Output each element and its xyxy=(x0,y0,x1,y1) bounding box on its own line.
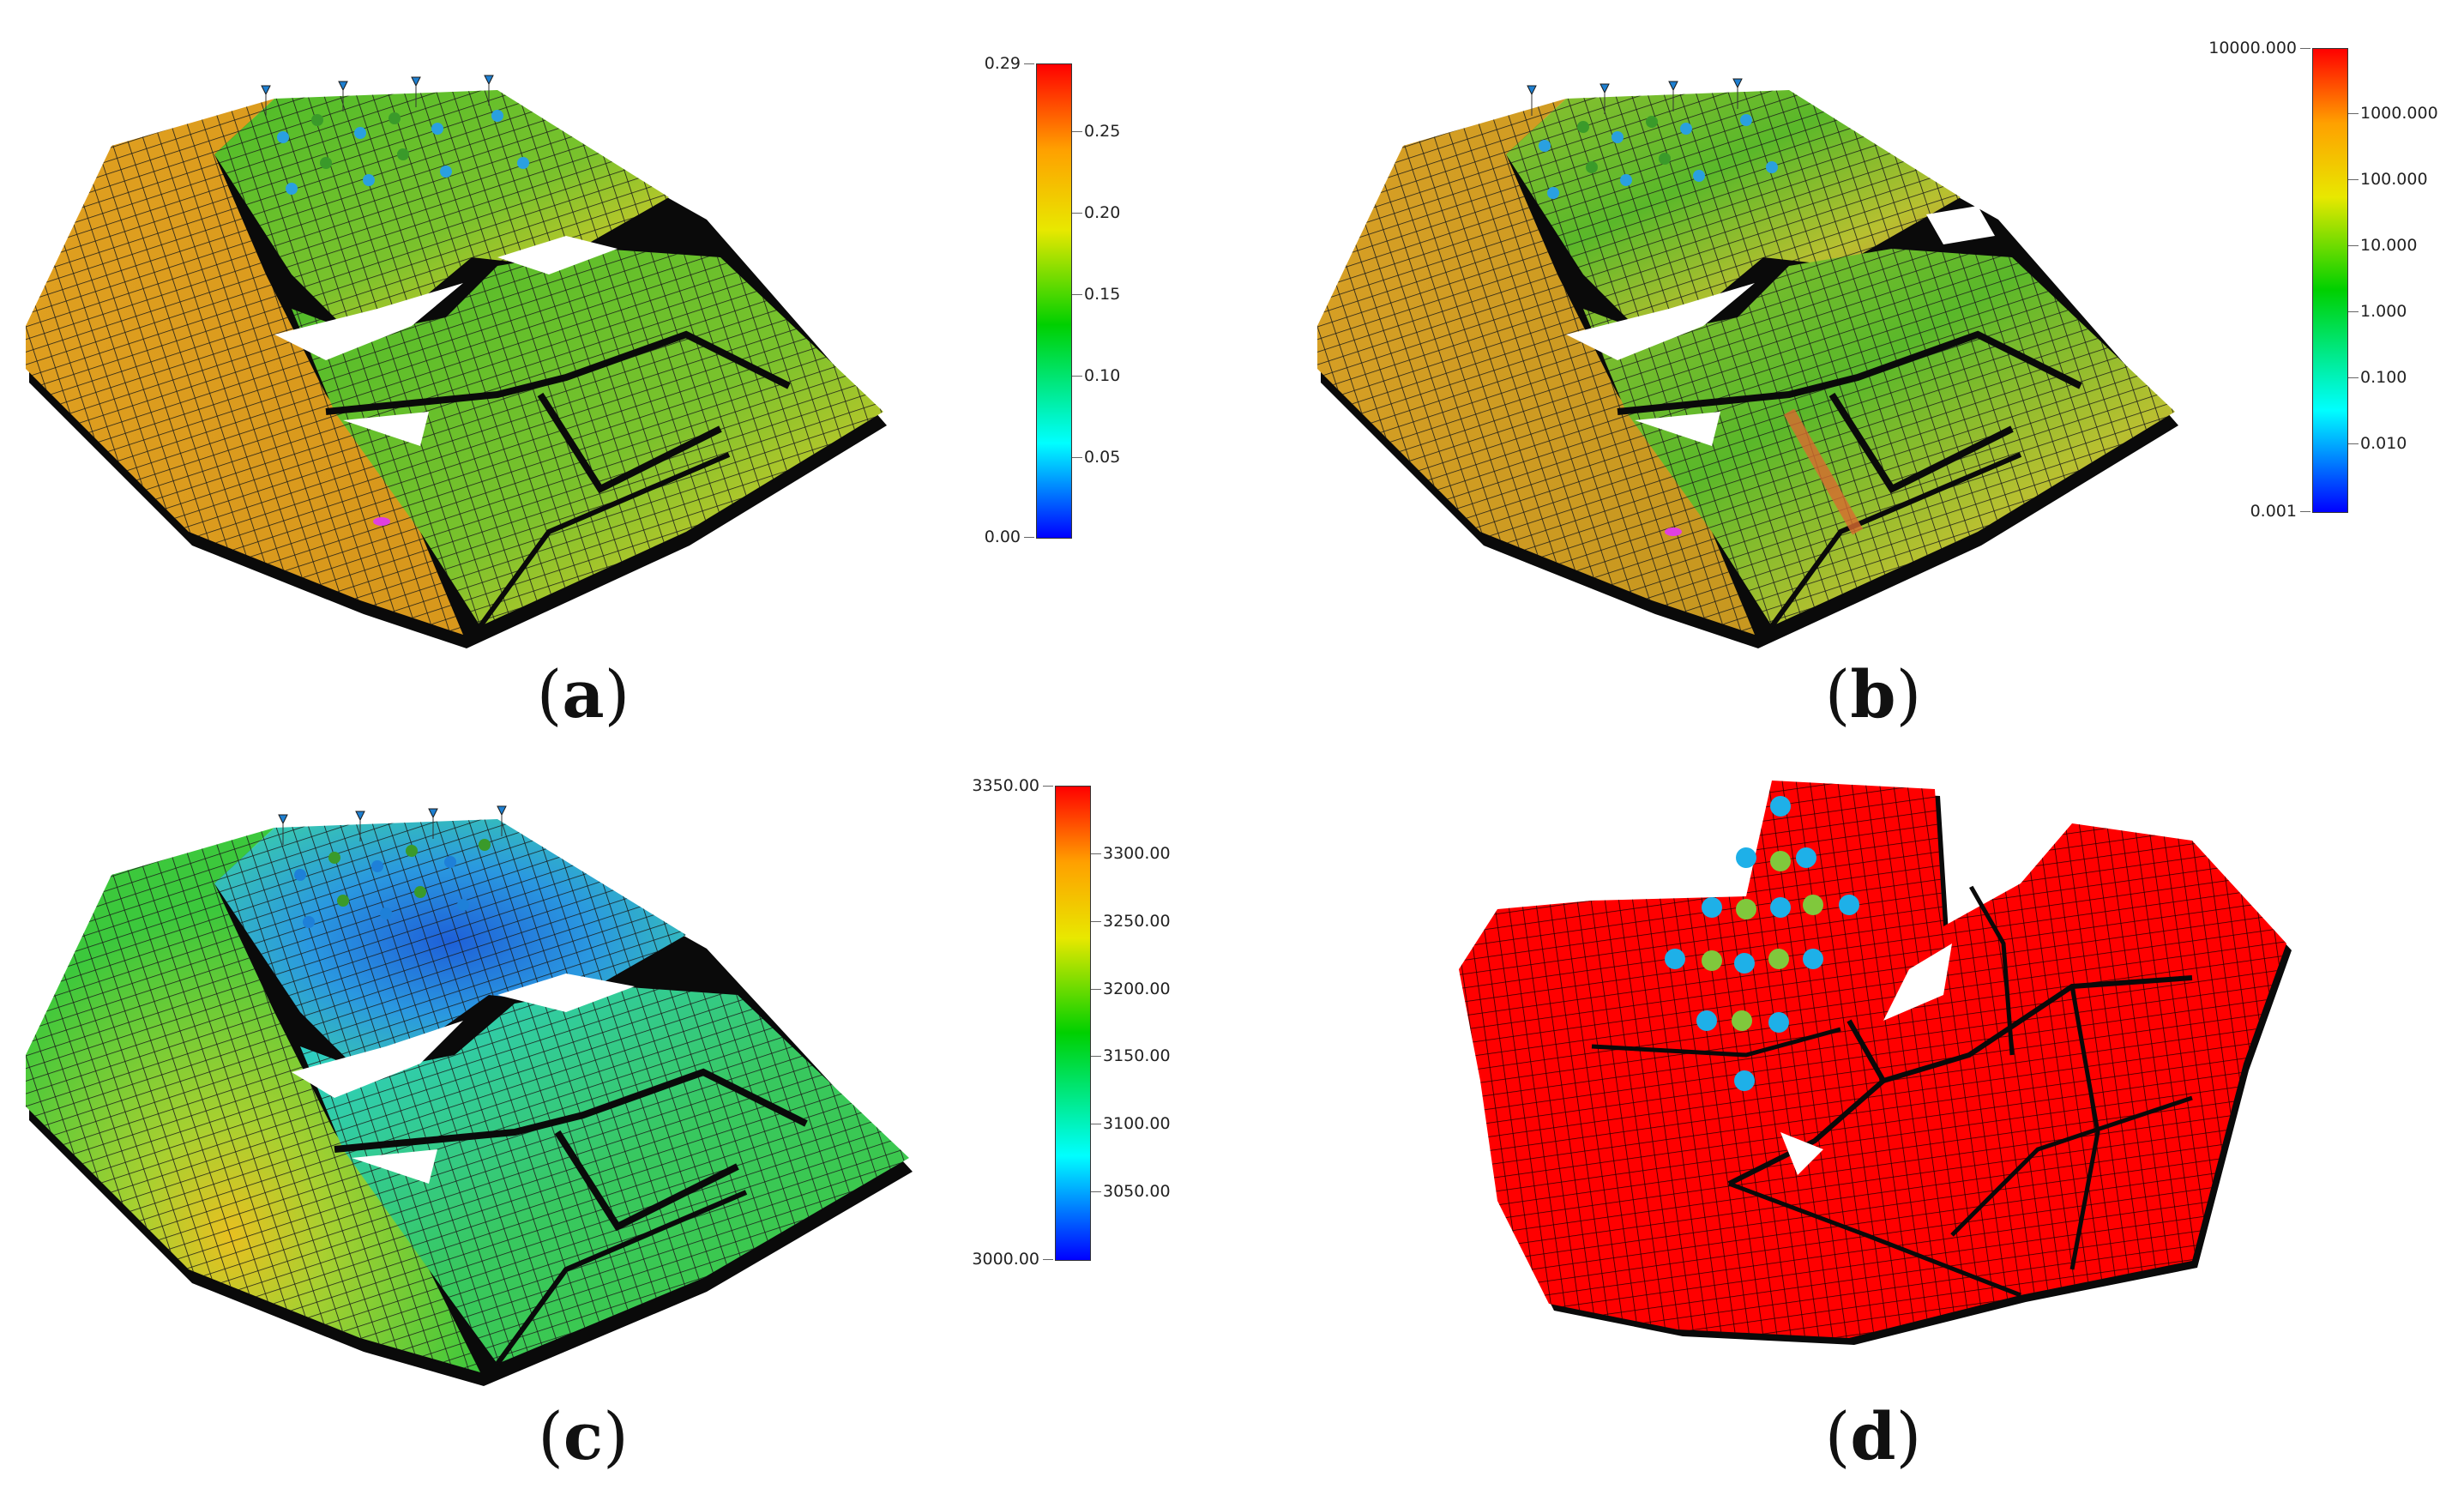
injector-wells xyxy=(1665,796,1859,1091)
porosity-colorbar-gradient xyxy=(1036,63,1072,539)
depth-colorbar-gradient xyxy=(1055,786,1091,1261)
porosity-colorbar-max-label: 0.29 xyxy=(969,54,1034,73)
panel-c: 3350.00 3000.00 3300.00 3250.00 3200.00 … xyxy=(0,746,1232,1495)
well-layout-grid-surface xyxy=(1459,781,2292,1345)
caption-b: (b) xyxy=(1824,656,1922,732)
porosity-colorbar: 0.29 0.00 0.25 0.20 0.15 0.10 0.05 xyxy=(969,54,1124,546)
depth-grid-surface xyxy=(26,805,913,1386)
caption-d: (d) xyxy=(1824,1398,1922,1474)
panel-d: (d) xyxy=(1232,746,2464,1495)
depth-colorbar-min-label: 3000.00 xyxy=(952,1250,1053,1269)
permeability-colorbar: 10000.000 0.001 1000.000 100.000 10.000 … xyxy=(2201,39,2458,521)
porosity-model-view xyxy=(17,51,909,648)
permeability-colorbar-min-label: 0.001 xyxy=(2201,502,2310,521)
permeability-grid-surface xyxy=(1317,78,2178,648)
producer-wells xyxy=(1702,851,1823,1031)
caption-a: (a) xyxy=(536,656,630,732)
well-layout-top-view xyxy=(1420,772,2295,1355)
panel-b: 10000.000 0.001 1000.000 100.000 10.000 … xyxy=(1232,0,2464,746)
porosity-colorbar-min-label: 0.00 xyxy=(969,527,1034,546)
caption-c: (c) xyxy=(538,1398,629,1474)
depth-model-view xyxy=(17,781,926,1386)
permeability-colorbar-max-label: 10000.000 xyxy=(2201,39,2310,57)
porosity-grid-surface xyxy=(26,75,887,648)
permeability-colorbar-gradient xyxy=(2312,48,2348,513)
depth-colorbar: 3350.00 3000.00 3300.00 3250.00 3200.00 … xyxy=(952,776,1170,1269)
depth-colorbar-max-label: 3350.00 xyxy=(952,776,1053,795)
permeability-model-view xyxy=(1309,51,2201,648)
panel-a: 0.29 0.00 0.25 0.20 0.15 0.10 0.05 (a) xyxy=(0,0,1232,746)
